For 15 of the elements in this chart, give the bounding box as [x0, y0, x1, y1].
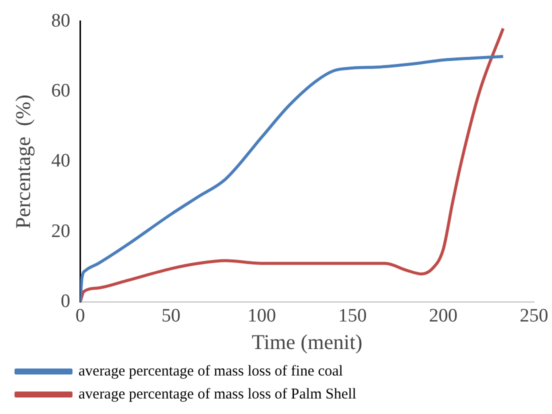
x-tick-label: 100 — [247, 305, 276, 326]
x-tick-label: 250 — [520, 305, 548, 326]
x-tick-label: 50 — [161, 305, 180, 326]
x-tick-label: 0 — [75, 305, 85, 326]
y-tick-label: 40 — [51, 150, 70, 172]
x-tick-label: 200 — [428, 305, 458, 326]
y-axis-title: Percentage (%) — [11, 94, 36, 229]
legend-label: average percentage of mass loss of Palm Shell — [78, 386, 356, 402]
y-tick-label: 0 — [60, 290, 70, 312]
y-tick-label: 60 — [51, 80, 70, 102]
y-tick-label: 20 — [51, 220, 70, 242]
legend-label: average percentage of mass loss of fine coal — [78, 363, 343, 380]
y-tick-label: 80 — [51, 10, 70, 32]
x-axis-title: Time (menit) — [252, 330, 362, 354]
x-tick-label: 150 — [338, 305, 367, 326]
